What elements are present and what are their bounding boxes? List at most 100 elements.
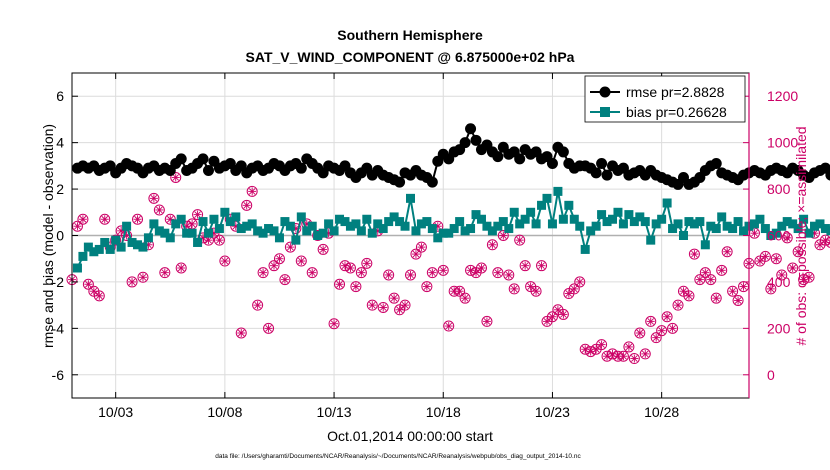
- bias-marker: [515, 219, 525, 229]
- obs-count-marker: [459, 292, 471, 304]
- bias-marker: [182, 228, 192, 238]
- bias-marker: [558, 214, 568, 224]
- x-tick-label: 10/13: [317, 404, 352, 420]
- bias-marker: [482, 221, 492, 231]
- obs-count-marker: [126, 276, 138, 288]
- y2-tick-label: 0: [767, 367, 775, 383]
- bias-marker: [72, 263, 82, 273]
- y-tick-label: 2: [56, 181, 64, 197]
- legend-rmse-marker: [599, 86, 611, 98]
- bias-marker: [242, 221, 252, 231]
- obs-count-marker: [443, 320, 455, 332]
- bias-marker: [356, 226, 366, 236]
- footnote: data file: /Users/gharamti/Documents/NCA…: [215, 453, 581, 460]
- bias-marker: [274, 233, 284, 243]
- bias-marker: [89, 247, 99, 257]
- obs-count-marker: [219, 255, 231, 267]
- obs-count-marker: [508, 283, 520, 295]
- bias-marker: [247, 219, 257, 229]
- obs-count-marker: [759, 250, 771, 262]
- bias-marker: [307, 221, 317, 231]
- rmse-marker: [710, 158, 722, 170]
- y2-tick-label: 800: [767, 181, 791, 197]
- obs-count-marker: [394, 304, 406, 316]
- obs-count-marker: [366, 299, 378, 311]
- bias-marker: [618, 219, 628, 229]
- bias-marker: [487, 226, 497, 236]
- obs-count-marker: [546, 311, 558, 323]
- bias-marker: [395, 217, 405, 227]
- bias-marker: [771, 228, 781, 238]
- bias-marker: [149, 219, 159, 229]
- obs-count-marker: [421, 281, 433, 293]
- obs-count-marker: [667, 322, 679, 334]
- bias-marker: [313, 231, 323, 240]
- y-tick-label: -6: [52, 367, 65, 383]
- obs-count-marker: [186, 218, 198, 230]
- obs-count-marker: [710, 292, 722, 304]
- bias-marker: [640, 217, 650, 227]
- obs-count-marker: [159, 267, 171, 279]
- obs-count-marker: [153, 204, 165, 216]
- bias-marker: [673, 219, 683, 229]
- bias-marker: [657, 214, 667, 224]
- bias-marker: [203, 228, 213, 238]
- bias-marker: [171, 219, 181, 229]
- rmse-marker: [557, 146, 569, 158]
- bias-marker: [367, 228, 377, 238]
- obs-count-marker: [279, 274, 291, 286]
- bias-marker: [384, 217, 394, 227]
- bias-marker: [782, 217, 792, 227]
- chart-title: Southern Hemisphere: [337, 27, 483, 43]
- obs-count-marker: [77, 213, 89, 225]
- legend-bias-label: bias pr=0.26628: [626, 104, 727, 120]
- obs-count-marker: [82, 278, 94, 290]
- obs-count-marker: [634, 327, 646, 339]
- obs-count-marker: [415, 241, 427, 253]
- bias-marker: [793, 224, 803, 234]
- y2-tick-label: 600: [767, 228, 791, 244]
- y-tick-label: -4: [52, 320, 65, 336]
- obs-count-marker: [639, 348, 651, 360]
- bias-marker: [389, 212, 399, 222]
- obs-count-marker: [721, 246, 733, 258]
- obs-count-marker: [306, 267, 318, 279]
- bias-marker: [580, 244, 590, 254]
- legend-rmse-label: rmse pr=2.8828: [626, 84, 725, 100]
- obs-count-marker: [628, 353, 640, 365]
- bias-marker: [733, 217, 743, 227]
- bias-marker: [520, 214, 530, 224]
- legend-box: [584, 75, 746, 123]
- chart-subtitle: SAT_V_WIND_COMPONENT @ 6.875000e+02 hPa: [246, 49, 575, 65]
- obs-count-marker: [787, 262, 799, 274]
- bias-marker: [138, 242, 148, 252]
- obs-count-marker: [705, 274, 717, 286]
- axes: 10/03 10/08 10/13 10/18 10/23 10/28 -6 -4 -2 0 2 4 6…: [52, 73, 798, 420]
- bias-marker: [160, 228, 170, 238]
- obs-count-marker: [295, 255, 307, 267]
- y-tick-label: 0: [56, 228, 64, 244]
- rmse-marker: [459, 137, 471, 149]
- obs-count-marker: [688, 248, 700, 260]
- obs-count-marker: [213, 234, 225, 246]
- obs-count-marker: [497, 230, 509, 241]
- bias-marker: [553, 186, 563, 196]
- x-tick-label: 10/18: [426, 404, 461, 420]
- obs-count-marker: [246, 185, 258, 197]
- bias-marker: [820, 224, 830, 234]
- obs-count-marker: [405, 269, 416, 281]
- bias-marker: [717, 212, 727, 222]
- x-tick-label: 10/28: [644, 404, 679, 420]
- obs-count-marker: [530, 285, 542, 297]
- bias-marker: [225, 217, 235, 227]
- bias-marker: [597, 210, 607, 220]
- x-tick-label: 10/23: [535, 404, 570, 420]
- bias-marker: [537, 200, 547, 210]
- bias-marker: [220, 207, 230, 217]
- obs-count-marker: [355, 267, 367, 279]
- obs-count-marker: [175, 262, 187, 274]
- obs-count-marker: [263, 322, 275, 334]
- obs-count-marker: [235, 327, 247, 339]
- bias-marker: [318, 228, 328, 238]
